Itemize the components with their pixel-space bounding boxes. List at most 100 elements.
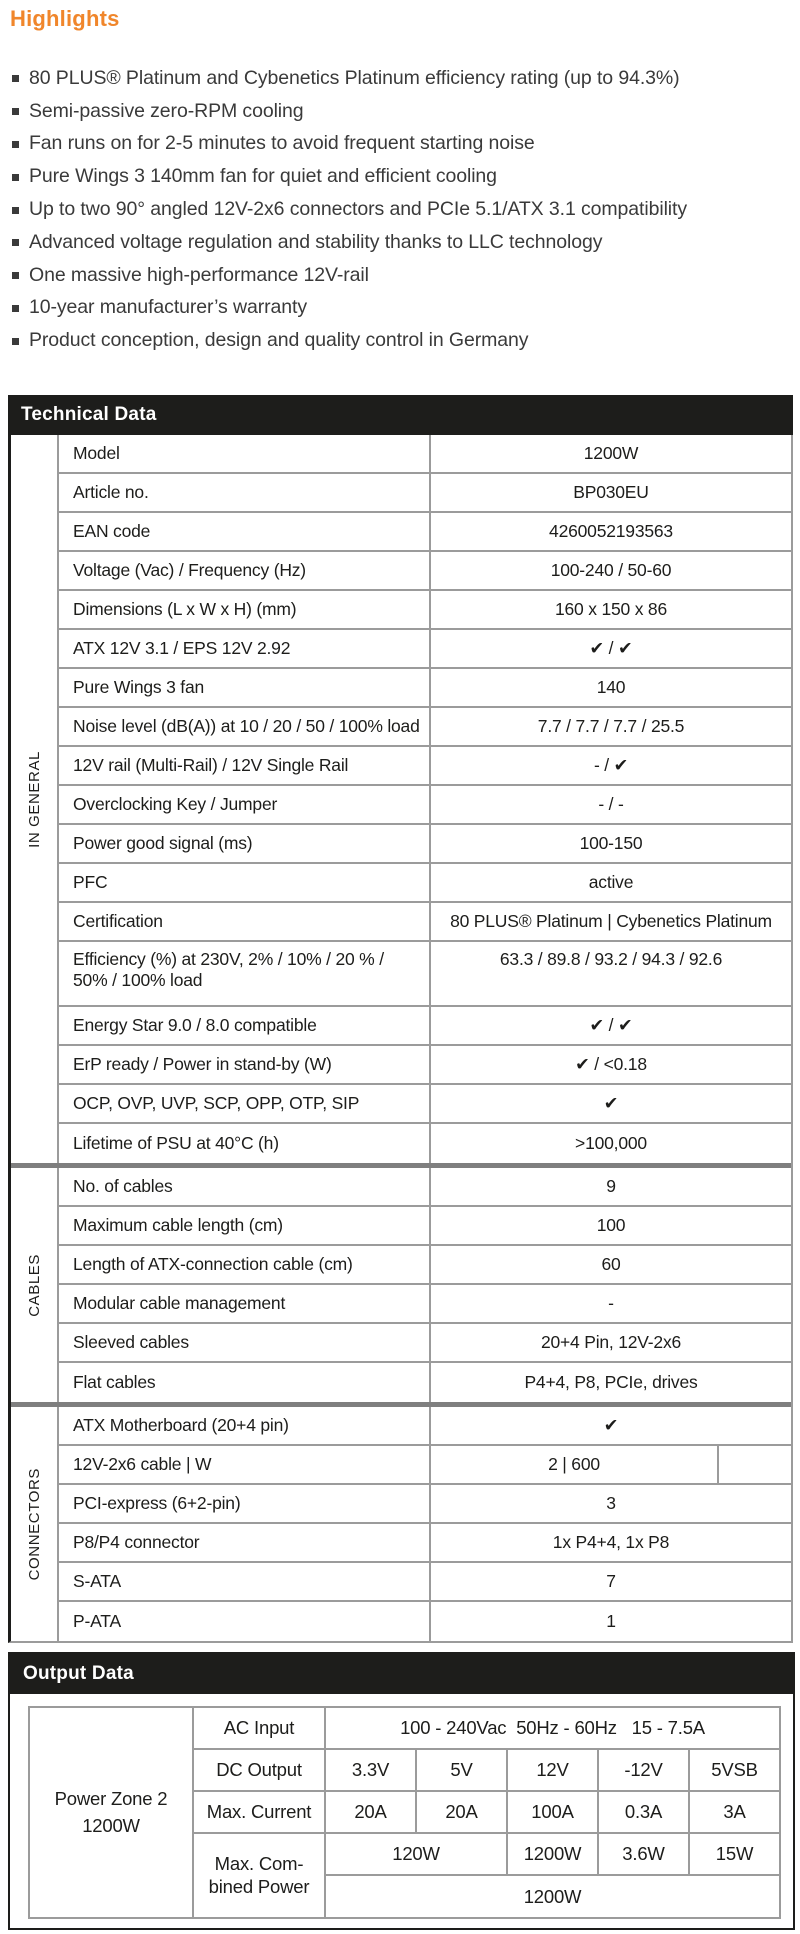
- row-label: PFC: [59, 864, 431, 902]
- row-value: BP030EU: [573, 482, 649, 503]
- row-value: 20+4 Pin, 12V-2x6: [540, 1332, 682, 1353]
- empty-subcell: [717, 1446, 791, 1484]
- power-zone-watts: 1200W: [82, 1814, 140, 1836]
- row-label: ATX Motherboard (20+4 pin): [59, 1407, 431, 1445]
- table-row: Overclocking Key / Jumper - / -: [59, 786, 791, 826]
- row-label: P-ATA: [59, 1602, 431, 1642]
- table-row: Maximum cable length (cm) 100: [59, 1207, 791, 1247]
- square-bullet-icon: [12, 173, 19, 181]
- highlight-text: Pure Wings 3 140mm fan for quiet and eff…: [29, 165, 497, 188]
- highlights-list: 80 PLUS® Platinum and Cybenetics Platinu…: [10, 62, 800, 357]
- technical-data-table: IN GENERAL Model 1200W Article no. BP030EU EA…: [8, 435, 793, 1644]
- dc-output-value: 5VSB: [687, 1748, 782, 1793]
- row-label: Energy Star 9.0 / 8.0 compatible: [59, 1007, 431, 1045]
- section-rows: No. of cables 9 Maximum cable length (cm) 1…: [59, 1168, 791, 1403]
- section-connectors: CONNECTORS ATX Motherboard (20+4 pin) ✔ 12V…: [11, 1407, 791, 1642]
- highlight-item: Fan runs on for 2-5 minutes to avoid fre…: [10, 128, 800, 161]
- max-current-label: Max. Current: [192, 1790, 326, 1835]
- max-current-value: 3A: [687, 1790, 782, 1835]
- table-row: Lifetime of PSU at 40°C (h) >100,000: [59, 1124, 791, 1164]
- row-label: 12V-2x6 cable | W: [59, 1446, 431, 1484]
- combined-power-label: Max. Com- bined Power: [192, 1832, 326, 1920]
- dc-output-value: 12V: [506, 1748, 599, 1793]
- highlight-item: 80 PLUS® Platinum and Cybenetics Platinu…: [10, 62, 800, 95]
- highlight-text: Semi-passive zero-RPM cooling: [29, 99, 304, 122]
- table-row: P8/P4 connector 1x P4+4, 1x P8: [59, 1524, 791, 1564]
- table-row: PFC active: [59, 864, 791, 904]
- combined-power-value: 15W: [687, 1832, 782, 1877]
- row-value: 1x P4+4, 1x P8: [552, 1532, 670, 1553]
- square-bullet-icon: [12, 272, 19, 280]
- dc-output-value: 5V: [415, 1748, 508, 1793]
- output-data-table: Power Zone 2 1200W AC Input 100 - 240Vac…: [28, 1706, 782, 1920]
- output-data-header-bar: Output Data: [10, 1654, 793, 1695]
- table-row: OCP, OVP, UVP, SCP, OPP, OTP, SIP ✔: [59, 1085, 791, 1125]
- max-current-value: 100A: [506, 1790, 599, 1835]
- row-label: Lifetime of PSU at 40°C (h): [59, 1124, 431, 1164]
- max-current-value: 0.3A: [597, 1790, 690, 1835]
- combined-power-value: 3.6W: [597, 1832, 690, 1877]
- row-value: 100-240 / 50-60: [550, 560, 672, 581]
- row-value: 140: [596, 677, 626, 698]
- max-current-value: 20A: [415, 1790, 508, 1835]
- highlights-title: Highlights: [10, 6, 120, 31]
- table-row: No. of cables 9: [59, 1168, 791, 1208]
- table-row: Article no. BP030EU: [59, 474, 791, 514]
- section-label: CONNECTORS: [25, 1467, 43, 1581]
- row-label: S-ATA: [59, 1563, 431, 1601]
- highlight-item: Up to two 90° angled 12V-2x6 connectors …: [10, 193, 800, 226]
- table-row: ErP ready / Power in stand-by (W) ✔ / <0.…: [59, 1046, 791, 1086]
- row-label: Article no.: [59, 474, 431, 512]
- section-label-column: CONNECTORS: [11, 1407, 59, 1642]
- highlight-item: One massive high-performance 12V-rail: [10, 259, 800, 292]
- row-value: ✔ / <0.18: [575, 1054, 647, 1075]
- row-value: -: [608, 1293, 614, 1314]
- table-row: PCI-express (6+2-pin) 3: [59, 1485, 791, 1525]
- table-row: Noise level (dB(A)) at 10 / 20 / 50 / 10…: [59, 708, 791, 748]
- row-label: Certification: [59, 903, 431, 941]
- output-data-title: Output Data: [23, 1663, 134, 1685]
- table-row: Dimensions (L x W x H) (mm) 160 x 150 x 8…: [59, 591, 791, 631]
- table-row: Sleeved cables 20+4 Pin, 12V-2x6: [59, 1324, 791, 1364]
- row-label: 12V rail (Multi-Rail) / 12V Single Rail: [59, 747, 431, 785]
- row-label: OCP, OVP, UVP, SCP, OPP, OTP, SIP: [59, 1085, 431, 1123]
- table-row: P-ATA 1: [59, 1602, 791, 1642]
- row-label: Dimensions (L x W x H) (mm): [59, 591, 431, 629]
- power-zone-cell: Power Zone 2 1200W: [28, 1706, 194, 1920]
- highlight-text: 10-year manufacturer’s warranty: [29, 296, 307, 319]
- table-row: 12V rail (Multi-Rail) / 12V Single Rail -…: [59, 747, 791, 787]
- row-value: 1: [606, 1611, 616, 1632]
- square-bullet-icon: [12, 304, 19, 312]
- table-row: Efficiency (%) at 230V, 2% / 10% / 20 % …: [59, 942, 791, 1008]
- highlight-text: 80 PLUS® Platinum and Cybenetics Platinu…: [29, 66, 680, 89]
- row-label: Modular cable management: [59, 1285, 431, 1323]
- row-value: 60: [601, 1254, 621, 1275]
- section-rows: ATX Motherboard (20+4 pin) ✔ 12V-2x6 cable…: [59, 1407, 791, 1642]
- square-bullet-icon: [12, 108, 19, 116]
- row-label: ErP ready / Power in stand-by (W): [59, 1046, 431, 1084]
- row-label: Sleeved cables: [59, 1324, 431, 1362]
- row-value: 63.3 / 89.8 / 93.2 / 94.3 / 92.6: [499, 949, 723, 970]
- row-label: EAN code: [59, 513, 431, 551]
- row-value: - / ✔: [593, 755, 629, 776]
- row-value: P4+4, P8, PCIe, drives: [524, 1372, 698, 1393]
- row-value: >100,000: [575, 1133, 647, 1154]
- section-label: IN GENERAL: [25, 750, 43, 848]
- square-bullet-icon: [12, 140, 19, 148]
- row-label: Model: [59, 435, 431, 473]
- section-separator: [11, 1163, 791, 1169]
- row-label: Flat cables: [59, 1363, 431, 1403]
- row-label: Maximum cable length (cm): [59, 1207, 431, 1245]
- highlight-item: Advanced voltage regulation and stabilit…: [10, 226, 800, 259]
- dc-output-value: -12V: [597, 1748, 690, 1793]
- table-row: ATX 12V 3.1 / EPS 12V 2.92 ✔ / ✔: [59, 630, 791, 670]
- table-row: Modular cable management -: [59, 1285, 791, 1325]
- highlight-text: One massive high-performance 12V-rail: [29, 263, 369, 286]
- row-value: 100-150: [579, 833, 643, 854]
- table-row: Model 1200W: [59, 435, 791, 475]
- dc-output-value: 3.3V: [324, 1748, 417, 1793]
- square-bullet-icon: [12, 75, 19, 83]
- row-label: No. of cables: [59, 1168, 431, 1206]
- section-label: CABLES: [25, 1253, 43, 1317]
- row-label: ATX 12V 3.1 / EPS 12V 2.92: [59, 630, 431, 668]
